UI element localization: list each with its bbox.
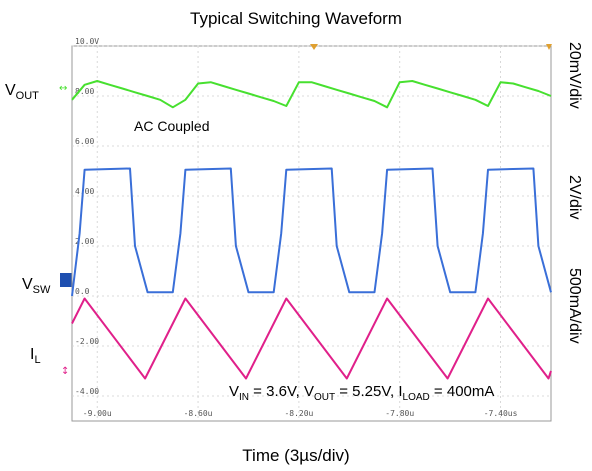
vsw-channel-label: VSW xyxy=(22,276,51,297)
il-channel-label: IL xyxy=(30,346,41,367)
x-tick-labels: -9.00u -8.60u -8.20u -7.80u -7.40us xyxy=(83,409,518,418)
series-line-il xyxy=(71,297,552,380)
y-tick-labels: 10.0V 8.00 6.00 4.00 2.00 0.0 -2.00 -4.00 xyxy=(75,37,99,396)
chart-title: Typical Switching Waveform xyxy=(190,9,402,28)
vout-channel-label: VOUT xyxy=(5,82,39,103)
y-tick-label: -4.00 xyxy=(75,387,99,396)
traces xyxy=(71,80,552,380)
y-tick-label: 8.00 xyxy=(75,87,94,96)
x-axis-label: Time (3µs/div) xyxy=(242,446,350,465)
x-tick-label: -8.20u xyxy=(284,409,313,418)
y-tick-label: 4.00 xyxy=(75,187,94,196)
y-tick-label: 0.0 xyxy=(75,287,90,296)
y-tick-label: 2.00 xyxy=(75,237,94,246)
il-ground-marker-icon: ↕ xyxy=(61,366,70,377)
conditions-annotation: VIN = 3.6V, VOUT = 5.25V, ILOAD = 400mA xyxy=(229,383,495,403)
ac-coupled-annotation: AC Coupled xyxy=(134,118,210,134)
series-line-vout xyxy=(71,80,552,109)
x-tick-label: -7.80u xyxy=(385,409,414,418)
x-tick-label: -7.40us xyxy=(484,409,518,418)
y-tick-label: 10.0V xyxy=(75,37,99,46)
x-tick-label: -9.00u xyxy=(83,409,112,418)
series-line-vsw xyxy=(71,167,552,297)
x-tick-label: -8.60u xyxy=(184,409,213,418)
trigger-marker-right-icon xyxy=(546,44,552,50)
trigger-marker-icon xyxy=(310,44,318,50)
vsw-ground-marker-icon xyxy=(60,273,72,287)
vout-ground-marker-icon: ↔ xyxy=(59,83,68,94)
y-tick-label: -2.00 xyxy=(75,337,99,346)
y-tick-label: 6.00 xyxy=(75,137,94,146)
